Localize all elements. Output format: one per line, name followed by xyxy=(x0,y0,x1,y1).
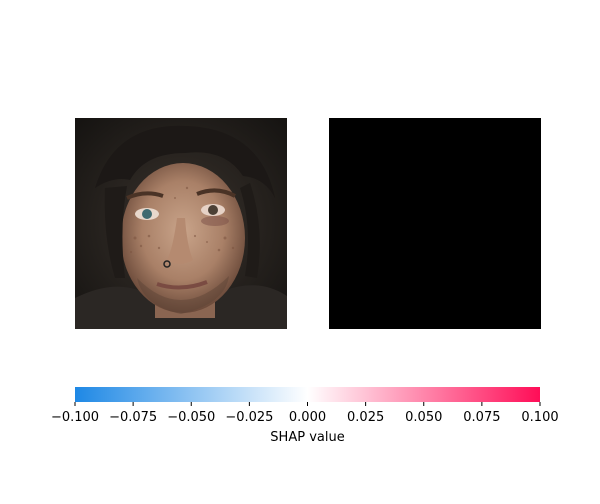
colorbar-tick-label: −0.100 xyxy=(51,410,99,425)
colorbar-tick-label: −0.025 xyxy=(225,410,273,425)
face-image xyxy=(75,118,287,329)
colorbar-tick-label: −0.050 xyxy=(167,410,215,425)
colorbar-tick-label: 0.000 xyxy=(289,410,326,425)
colorbar-tick-label: 0.100 xyxy=(521,410,558,425)
colorbar-tick-label: 0.050 xyxy=(405,410,442,425)
colorbar-tick-label: −0.075 xyxy=(109,410,157,425)
colorbar-label: SHAP value xyxy=(270,430,345,445)
shap-map-panel xyxy=(329,118,541,329)
colorbar-gradient xyxy=(75,387,540,402)
colorbar-tick-label: 0.025 xyxy=(347,410,384,425)
input-image-panel xyxy=(75,118,287,329)
colorbar-tick-label: 0.075 xyxy=(463,410,500,425)
